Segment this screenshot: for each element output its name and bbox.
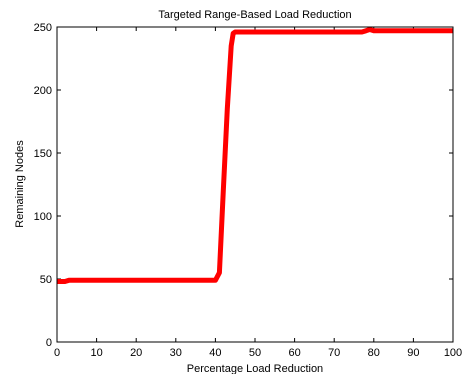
y-tick-label: 250 bbox=[34, 22, 52, 34]
y-tick-label: 0 bbox=[46, 337, 52, 349]
x-tick-label: 100 bbox=[444, 347, 462, 359]
x-tick-label: 90 bbox=[407, 347, 419, 359]
x-tick-label: 60 bbox=[288, 347, 300, 359]
x-tick-label: 30 bbox=[170, 347, 182, 359]
y-tick-label: 50 bbox=[40, 274, 52, 286]
x-tick-label: 20 bbox=[130, 347, 142, 359]
x-tick-label: 70 bbox=[328, 347, 340, 359]
x-tick-label: 10 bbox=[90, 347, 102, 359]
x-tick-label: 40 bbox=[209, 347, 221, 359]
y-tick-label: 150 bbox=[34, 148, 52, 160]
chart-title: Targeted Range-Based Load Reduction bbox=[158, 9, 351, 21]
y-tick-label: 100 bbox=[34, 211, 52, 223]
y-axis-label: Remaining Nodes bbox=[14, 140, 26, 228]
x-axis-label: Percentage Load Reduction bbox=[187, 363, 323, 374]
axis-ticks: 0 10 20 30 40 50 60 70 80 90 100 0 50 100 150 200 250 bbox=[34, 22, 463, 359]
x-tick-label: 80 bbox=[368, 347, 380, 359]
series-line-0 bbox=[57, 27, 453, 284]
plot-area-frame bbox=[56, 26, 454, 343]
x-tick-label: 50 bbox=[249, 347, 261, 359]
plot-series bbox=[57, 27, 453, 284]
y-tick-label: 200 bbox=[34, 85, 52, 97]
x-tick-label: 0 bbox=[54, 347, 60, 359]
